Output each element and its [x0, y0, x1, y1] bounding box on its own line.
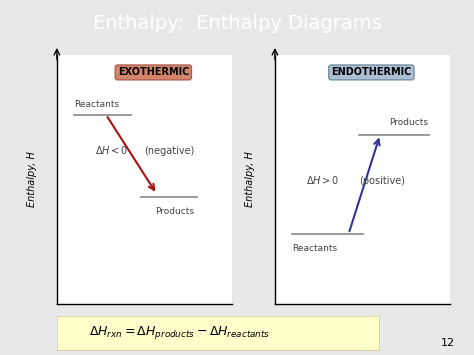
Text: ENDOTHERMIC: ENDOTHERMIC [331, 67, 411, 77]
Text: (negative): (negative) [145, 146, 195, 157]
Text: Products: Products [155, 207, 194, 216]
Text: Enthalpy, H: Enthalpy, H [246, 151, 255, 207]
Text: Enthalpy:  Enthalpy Diagrams: Enthalpy: Enthalpy Diagrams [92, 15, 382, 33]
Text: Enthalpy, H: Enthalpy, H [27, 151, 37, 207]
Text: $\Delta H < 0$: $\Delta H < 0$ [95, 144, 129, 157]
Text: $\Delta H_{rxn}= \Delta H_{products} - \Delta H_{reactants}$: $\Delta H_{rxn}= \Delta H_{products} - \… [89, 324, 270, 341]
Text: Reactants: Reactants [74, 100, 119, 109]
Text: 12: 12 [441, 338, 455, 348]
Text: (positive): (positive) [359, 176, 405, 186]
Text: $\Delta H > 0$: $\Delta H > 0$ [307, 174, 340, 186]
Text: Reactants: Reactants [292, 244, 337, 253]
Text: Products: Products [389, 118, 428, 127]
Text: EXOTHERMIC: EXOTHERMIC [118, 67, 189, 77]
